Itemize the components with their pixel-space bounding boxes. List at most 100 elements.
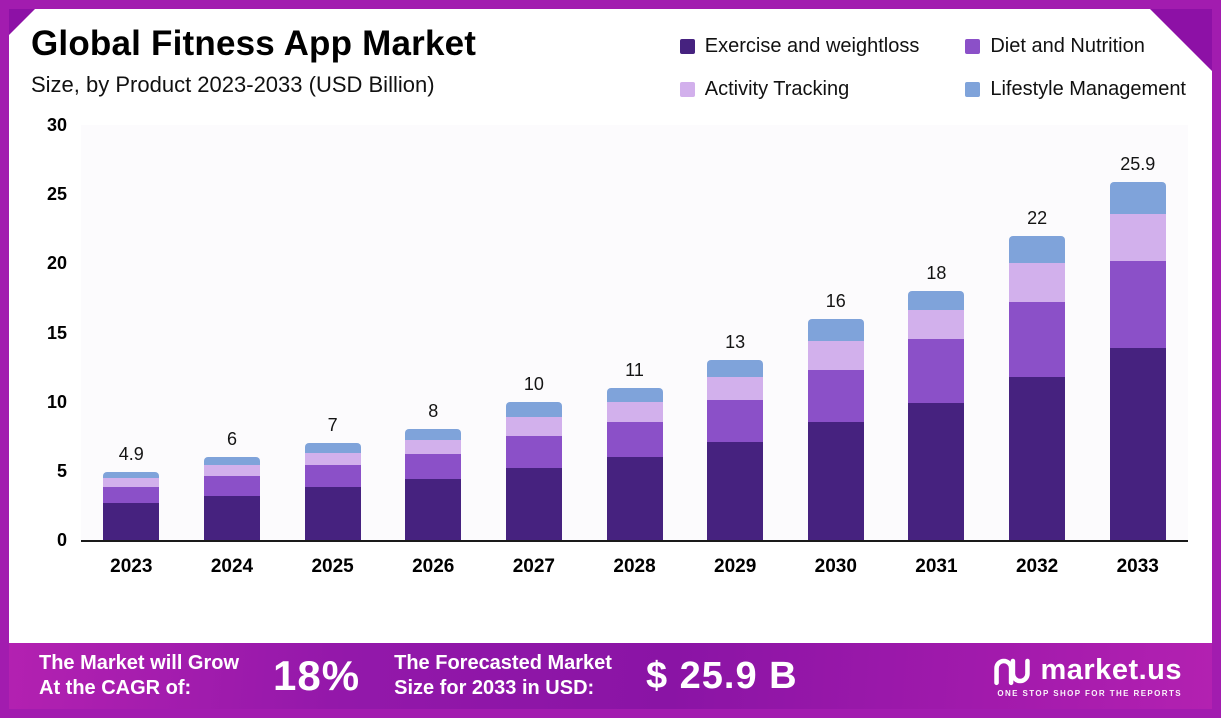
bar-segment-lifestyle-management	[1009, 235, 1066, 264]
x-tick-label: 2033	[1116, 556, 1159, 577]
y-tick-label: 0	[56, 530, 67, 550]
x-tick-label: 2031	[915, 556, 958, 577]
bar-segment-lifestyle-management	[908, 291, 965, 311]
bar-segment-diet-and-nutrition	[304, 465, 361, 488]
brand-tagline: ONE STOP SHOP FOR THE REPORTS	[997, 689, 1182, 698]
bar-segment-lifestyle-management	[203, 457, 260, 466]
x-tick-label: 2024	[210, 556, 254, 577]
bar-column-2033: 25.9	[1087, 125, 1188, 540]
bar-segment-activity-tracking	[405, 440, 462, 455]
bar-column-2024: 6	[182, 125, 283, 540]
bar-value-label: 16	[825, 290, 846, 311]
bar-column-2028: 11	[584, 125, 685, 540]
bar-segment-diet-and-nutrition	[908, 339, 965, 404]
y-tick-label: 10	[46, 391, 67, 412]
bar-segment-exercise-and-weightloss	[1109, 347, 1166, 540]
bar-value-label: 22	[1027, 207, 1048, 228]
y-tick-label: 5	[56, 460, 67, 481]
bar-segment-lifestyle-management	[807, 318, 864, 341]
bar-segment-activity-tracking	[1009, 263, 1066, 303]
bar-segment-lifestyle-management	[103, 472, 160, 479]
x-tick-label: 2028	[613, 556, 656, 577]
legend: Exercise and weightloss Diet and Nutritio…	[679, 35, 1186, 101]
forecast-label: The Forecasted Market Size for 2033 in U…	[394, 651, 612, 701]
legend-swatch-activity-tracking	[679, 82, 695, 97]
bar-value-label: 4.9	[118, 444, 144, 465]
bar-segment-activity-tracking	[103, 478, 160, 488]
bottom-banner: The Market will Grow At the CAGR of: 18%…	[9, 643, 1212, 709]
bar-segment-diet-and-nutrition	[807, 369, 864, 423]
bar-segment-activity-tracking	[304, 452, 361, 466]
bar-stack	[606, 387, 663, 540]
bar-value-label: 11	[625, 359, 644, 380]
cagr-label: The Market will Grow At the CAGR of:	[39, 651, 239, 701]
legend-item-activity-tracking: Activity Tracking	[679, 78, 920, 101]
x-tick-label: 2027	[512, 556, 556, 577]
bar-segment-diet-and-nutrition	[103, 487, 160, 503]
bar-column-2023: 4.9	[81, 125, 182, 540]
forecast-label-line2: Size for 2033 in USD:	[394, 677, 595, 699]
legend-label: Activity Tracking	[704, 78, 850, 100]
bar-segment-lifestyle-management	[606, 387, 663, 402]
bar-segment-exercise-and-weightloss	[203, 495, 260, 540]
bar-segment-exercise-and-weightloss	[707, 441, 764, 540]
bar-segment-activity-tracking	[505, 416, 562, 437]
x-tick-label: 2029	[714, 556, 757, 577]
legend-swatch-diet-and-nutrition	[965, 39, 981, 54]
bar-column-2027: 10	[484, 125, 585, 540]
bar-segment-diet-and-nutrition	[505, 436, 562, 469]
bar-value-label: 13	[725, 332, 746, 353]
bar-column-2030: 16	[785, 125, 886, 540]
bar-stack	[203, 457, 260, 540]
legend-swatch-lifestyle-management	[965, 82, 981, 97]
x-tick-label: 2030	[814, 556, 857, 577]
bar-segment-activity-tracking	[707, 376, 764, 401]
legend-label: Exercise and weightloss	[704, 35, 920, 57]
x-tick-label: 2026	[412, 556, 455, 577]
legend-label: Lifestyle Management	[990, 78, 1186, 100]
bar-segment-diet-and-nutrition	[606, 422, 663, 457]
bar-segment-diet-and-nutrition	[405, 454, 462, 480]
bar-segment-exercise-and-weightloss	[1009, 376, 1066, 540]
bar-segment-activity-tracking	[203, 465, 260, 477]
marketus-logo-icon	[994, 658, 1031, 685]
forecast-value: $ 25.9 B	[645, 654, 798, 697]
x-tick-label: 2032	[1015, 556, 1059, 577]
bar-segment-exercise-and-weightloss	[103, 502, 160, 540]
bar-segment-lifestyle-management	[707, 360, 764, 377]
y-tick-label: 30	[46, 115, 67, 135]
y-tick-label: 20	[46, 253, 67, 274]
bar-segment-exercise-and-weightloss	[606, 457, 663, 540]
bar-segment-lifestyle-management	[1109, 181, 1166, 214]
legend-item-diet-and-nutrition: Diet and Nutrition	[965, 35, 1186, 58]
legend-label: Diet and Nutrition	[990, 35, 1145, 57]
cagr-label-line2: At the CAGR of:	[39, 677, 192, 699]
page-subtitle: Size, by Product 2023-2033 (USD Billion)	[31, 71, 435, 97]
bar-segment-exercise-and-weightloss	[908, 403, 965, 540]
bar-segment-lifestyle-management	[505, 401, 562, 417]
y-tick-label: 25	[46, 184, 67, 205]
brand-block: market.us ONE STOP SHOP FOR THE REPORTS	[992, 654, 1182, 698]
x-axis-labels: 2023 2024 2025 2026 2027 2028 2029 2030 2031 2032…	[81, 556, 1188, 578]
bar-stack	[1109, 181, 1166, 540]
x-tick-label: 2023	[110, 556, 153, 577]
bar-segment-activity-tracking	[908, 310, 965, 340]
y-tick-label: 15	[46, 322, 67, 343]
bar-stack	[505, 401, 562, 540]
bar-value-label: 7	[327, 415, 338, 436]
bar-stack	[908, 291, 965, 540]
bar-value-label: 18	[926, 263, 947, 284]
forecast-label-line1: The Forecasted Market	[394, 652, 612, 674]
brand-name: market.us	[1040, 654, 1182, 686]
bar-segment-lifestyle-management	[405, 429, 462, 441]
header: Global Fitness App Market Size, by Produ…	[31, 24, 477, 98]
page-title: Global Fitness App Market	[31, 24, 477, 63]
bar-segment-lifestyle-management	[304, 443, 361, 453]
cagr-label-line1: The Market will Grow	[39, 652, 240, 674]
bar-column-2032: 22	[987, 125, 1088, 540]
bar-segment-diet-and-nutrition	[1009, 302, 1066, 377]
plot-wrap: 4.9 6 7 8 10 11 13 16 18 22 25.9 2023 2024 2025 2026 2…	[81, 125, 1188, 578]
bar-segment-diet-and-nutrition	[1109, 260, 1166, 348]
bar-stack	[707, 360, 764, 540]
